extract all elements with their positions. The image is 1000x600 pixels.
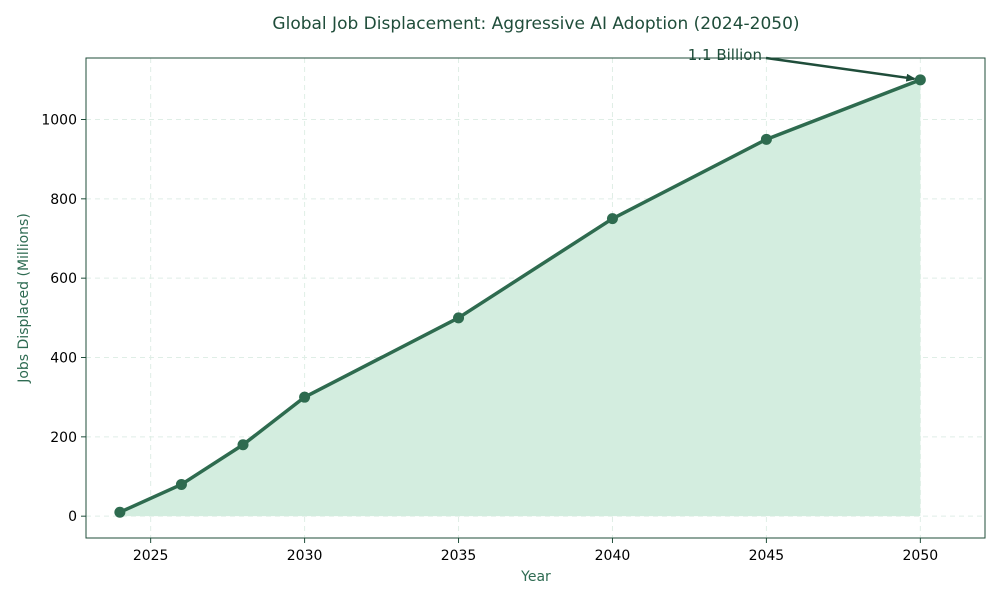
y-tick-label: 0 [68, 509, 77, 525]
annotation-arrow [765, 56, 917, 82]
y-tick-label: 600 [50, 271, 77, 287]
data-point [606, 213, 618, 225]
area-fill [119, 79, 921, 517]
annotation-layer: 1.1 Billion [688, 46, 917, 82]
data-point [453, 312, 465, 324]
x-tick-label: 2045 [749, 548, 785, 564]
chart-title: Global Job Displacement: Aggressive AI A… [272, 14, 799, 34]
annotation-label: 1.1 Billion [688, 46, 762, 64]
data-point [760, 133, 772, 145]
x-tick-label: 2035 [441, 548, 477, 564]
line-layer [118, 78, 923, 514]
data-point [914, 74, 926, 86]
data-point [114, 506, 126, 518]
x-tick-label: 2025 [133, 548, 169, 564]
y-tick-label: 400 [50, 351, 77, 367]
plot-frame [85, 57, 986, 539]
data-point [175, 478, 187, 490]
tick-layer: 2025 2030 2035 2040 2045 2050 0 200 400 600 800 100… [41, 112, 938, 564]
x-tick-label: 2050 [903, 548, 939, 564]
y-tick-label: 1000 [41, 112, 77, 128]
y-tick-label: 200 [50, 430, 77, 446]
x-tick-label: 2040 [595, 548, 631, 564]
x-axis-label: Year [520, 569, 551, 585]
series-line [118, 78, 923, 514]
area-layer [119, 79, 921, 517]
y-axis-label: Jobs Displaced (Millions) [16, 213, 32, 384]
data-point [237, 439, 249, 451]
marker-layer [114, 74, 926, 518]
x-tick-label: 2030 [287, 548, 323, 564]
data-point [299, 391, 311, 403]
y-tick-label: 800 [50, 192, 77, 208]
